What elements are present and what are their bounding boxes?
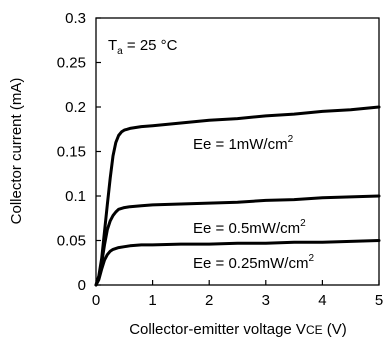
series-line-0 <box>94 105 381 287</box>
series-label-0-25mw: Ee = 0.25mW/cm2 <box>193 253 314 272</box>
y-tick-label-2: 0.1 <box>65 188 86 205</box>
y-tick-label-5: 0.25 <box>57 55 86 72</box>
axis-ticks <box>95 17 380 286</box>
temperature-annotation: Ta = 25 °C <box>108 37 178 57</box>
curves <box>94 105 381 287</box>
x-tick-label-5: 5 <box>375 292 383 309</box>
x-tick-labels: 0 1 2 3 4 5 <box>92 292 383 309</box>
y-tick-label-4: 0.2 <box>65 99 86 116</box>
x-tick-label-3: 3 <box>262 292 270 309</box>
y-tick-label-1: 0.05 <box>57 233 86 250</box>
series-label-0-5mw: Ee = 0.5mW/cm2 <box>193 218 306 237</box>
series-label-1mw: Ee = 1mW/cm2 <box>193 134 294 153</box>
x-tick-label-1: 1 <box>148 292 156 309</box>
x-axis-label: Collector-emitter voltage VCE (V) <box>129 321 347 338</box>
y-tick-label-0: 0 <box>78 277 86 294</box>
y-tick-label-3: 0.15 <box>57 144 86 161</box>
y-tick-labels: 0 0.05 0.1 0.15 0.2 0.25 0.3 <box>57 10 86 294</box>
series-line-1 <box>94 194 381 287</box>
x-tick-label-0: 0 <box>92 292 100 309</box>
y-axis-label: Collector current (mA) <box>8 78 25 225</box>
x-tick-label-4: 4 <box>318 292 326 309</box>
y-tick-label-6: 0.3 <box>65 10 86 27</box>
series-line-2 <box>94 239 381 287</box>
x-tick-label-2: 2 <box>205 292 213 309</box>
